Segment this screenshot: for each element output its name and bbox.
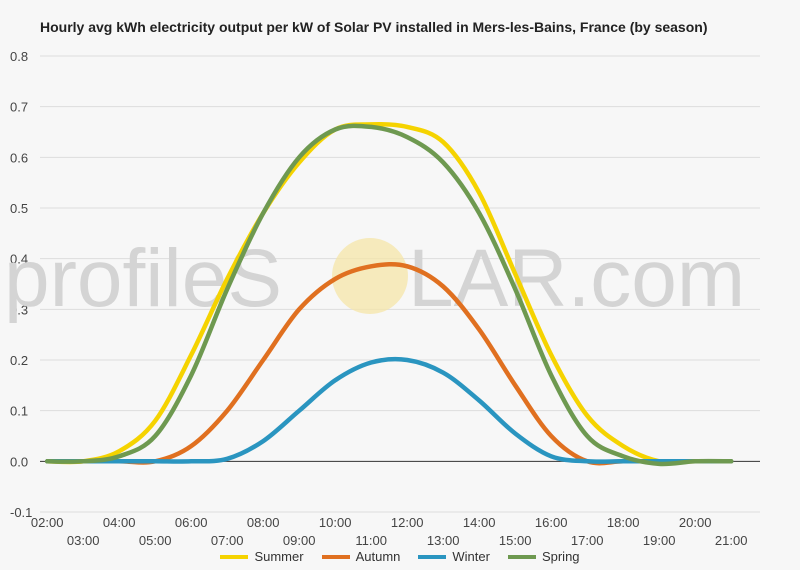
x-tick-label: 11:00 xyxy=(355,533,387,548)
legend-label: Winter xyxy=(452,549,490,564)
watermark-text-right: LAR.com xyxy=(408,233,745,324)
x-tick-label: 07:00 xyxy=(211,533,244,548)
x-tick-label: 03:00 xyxy=(67,533,100,548)
x-tick-label: 09:00 xyxy=(283,533,316,548)
x-tick-label: 06:00 xyxy=(175,515,208,530)
legend-label: Summer xyxy=(254,549,304,564)
legend-item-summer: Summer xyxy=(220,549,304,564)
y-tick-label: 0.6 xyxy=(10,150,28,165)
x-tick-label: 02:00 xyxy=(31,515,64,530)
legend-label: Spring xyxy=(541,549,580,564)
x-tick-label: 13:00 xyxy=(427,533,460,548)
x-tick-label: 18:00 xyxy=(607,515,640,530)
x-tick-label: 15:00 xyxy=(499,533,532,548)
legend-swatch xyxy=(321,554,350,559)
y-tick-label: 0.2 xyxy=(10,353,28,368)
y-tick-label: 0.7 xyxy=(10,100,28,115)
legend-item-spring: Spring xyxy=(507,549,580,564)
legend: Summer Autumn Winter Spring xyxy=(0,549,800,564)
y-tick-label: 0.8 xyxy=(10,49,28,64)
x-tick-label: 08:00 xyxy=(247,515,280,530)
watermark-text-left: profileS xyxy=(4,233,282,324)
x-tick-label: 19:00 xyxy=(643,533,676,548)
x-tick-label: 16:00 xyxy=(535,515,568,530)
legend-swatch xyxy=(507,554,536,559)
series-line-spring xyxy=(44,123,734,467)
y-tick-label: 0.1 xyxy=(10,404,28,419)
x-tick-label: 04:00 xyxy=(103,515,136,530)
chart-title: Hourly avg kWh electricity output per kW… xyxy=(40,19,708,35)
y-tick-label: -0.1 xyxy=(10,505,32,520)
x-tick-label: 05:00 xyxy=(139,533,172,548)
x-tick-label: 14:00 xyxy=(463,515,496,530)
y-tick-label: 0.4 xyxy=(10,252,28,267)
y-tick-label: 0.0 xyxy=(10,454,28,469)
x-tick-label: 20:00 xyxy=(679,515,712,530)
y-tick-label: 0.5 xyxy=(10,201,28,216)
x-tick-label: 21:00 xyxy=(715,533,748,548)
x-tick-label: 10:00 xyxy=(319,515,352,530)
x-tick-label: 12:00 xyxy=(391,515,424,530)
legend-item-winter: Winter xyxy=(418,549,490,564)
legend-swatch xyxy=(418,554,447,559)
y-tick-label: 0.3 xyxy=(10,302,28,317)
series-line-winter xyxy=(44,356,734,464)
watermark-sun-icon xyxy=(332,238,408,314)
x-tick-label: 17:00 xyxy=(571,533,604,548)
legend-label: Autumn xyxy=(355,549,401,564)
series-line-summer xyxy=(44,121,734,465)
legend-item-autumn: Autumn xyxy=(321,549,401,564)
legend-swatch xyxy=(220,554,249,559)
